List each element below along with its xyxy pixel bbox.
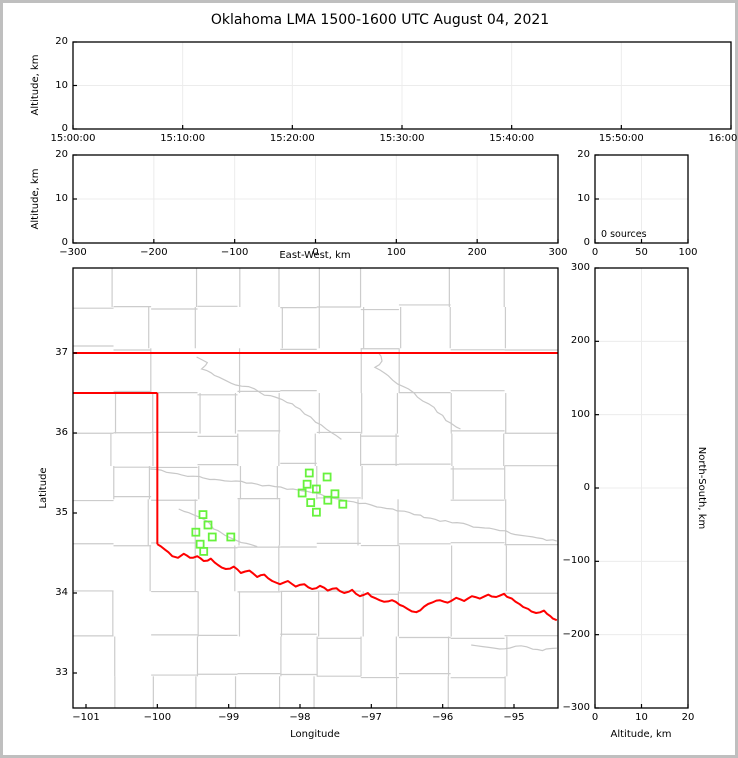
lightning-source-marker	[312, 507, 321, 517]
state-border-line	[156, 543, 558, 622]
river-line	[373, 352, 461, 430]
lightning-source-marker	[322, 472, 332, 482]
northsouth-altitude-ytick: −200	[562, 628, 590, 640]
time-altitude-xtick: 15:20:00	[269, 133, 315, 144]
time-altitude-xtick: 15:40:00	[489, 133, 535, 144]
lightning-source-marker	[312, 484, 321, 494]
eastwest-altitude-ytick: 20	[55, 149, 68, 160]
map-xtick: −99	[218, 712, 240, 723]
eastwest-altitude-xtick: 0	[312, 247, 319, 258]
map-ylabel: Latitude	[38, 467, 49, 509]
panel-frame	[72, 154, 559, 244]
river-line	[471, 644, 557, 652]
map-ytick: 36	[55, 427, 68, 438]
map-xtick: −101	[72, 712, 100, 723]
time-altitude-ylabel: Altitude, km	[30, 54, 41, 116]
panel-frame	[72, 41, 732, 130]
river-line	[196, 356, 342, 440]
map-xlabel: Longitude	[290, 729, 340, 740]
altitude-histogram-xtick: 100	[678, 247, 698, 258]
time-altitude-ytick: 0	[61, 123, 68, 134]
ns-altitude-xlabel: Altitude, km	[610, 729, 672, 740]
northsouth-altitude-ytick: 300	[570, 262, 590, 273]
northsouth-altitude-ytick: −300	[562, 702, 590, 713]
map-xtick: −98	[289, 712, 311, 723]
map-xtick: −97	[360, 712, 382, 723]
river-line	[178, 508, 258, 548]
lightning-source-marker	[330, 489, 340, 499]
eastwest-altitude-xtick: −100	[220, 247, 249, 258]
map-ytick: 34	[55, 587, 68, 598]
eastwest-altitude-xtick: 300	[548, 247, 568, 258]
eastwest-altitude-ytick: 10	[55, 193, 68, 204]
northsouth-altitude-xtick: 10	[635, 712, 648, 723]
lightning-source-marker	[304, 468, 314, 478]
lightning-source-marker	[306, 498, 316, 508]
time-altitude-xtick: 15:00:00	[50, 133, 96, 144]
panel-frame	[594, 154, 689, 244]
lightning-source-marker	[198, 510, 208, 520]
time-altitude-xtick: 15:10:00	[160, 133, 206, 144]
eastwest-altitude-xtick: 200	[467, 247, 487, 258]
lightning-source-marker	[297, 488, 307, 498]
time-altitude-ytick: 20	[55, 36, 68, 47]
map-ytick: 33	[55, 667, 68, 678]
eastwest-altitude-xtick: −200	[140, 247, 168, 258]
eastwest-altitude-ytick: 0	[61, 237, 68, 248]
lightning-source-marker	[338, 499, 348, 509]
panel-frame	[594, 267, 689, 709]
time-altitude-xtick: 15:50:00	[598, 133, 644, 144]
panel-frame	[72, 267, 559, 709]
time-altitude-ytick: 10	[55, 79, 68, 91]
altitude-histogram-ytick: 0	[583, 237, 590, 248]
altitude-histogram-ytick: 20	[577, 149, 590, 160]
northsouth-altitude-ytick: 0	[583, 482, 590, 493]
eastwest-altitude-xtick: 100	[386, 247, 406, 258]
northsouth-altitude-ytick: 200	[570, 335, 590, 347]
altitude-histogram-ytick: 10	[577, 193, 590, 204]
altitude-histogram-xtick: 50	[635, 247, 648, 258]
figure-title: Oklahoma LMA 1500-1600 UTC August 04, 20…	[210, 12, 550, 28]
altitude-histogram-xtick: 0	[591, 247, 599, 258]
lightning-source-marker	[207, 532, 217, 542]
river-line	[150, 468, 557, 542]
lightning-source-marker	[323, 495, 333, 505]
map-xtick: −95	[503, 712, 525, 723]
ns-altitude-ylabel: North-South, km	[696, 446, 707, 530]
lightning-source-marker	[199, 547, 209, 556]
map-xtick: −100	[143, 712, 172, 723]
ew-altitude-ylabel: Altitude, km	[30, 168, 41, 230]
lightning-source-marker	[302, 479, 312, 489]
northsouth-altitude-xtick: 0	[591, 712, 599, 723]
map-xtick: −96	[432, 712, 454, 723]
map-ytick: 37	[55, 347, 68, 358]
time-altitude-xtick: 15:30:00	[379, 133, 425, 144]
northsouth-altitude-ytick: −100	[562, 555, 590, 567]
northsouth-altitude-xtick: 20	[681, 712, 695, 723]
time-altitude-xtick: 16:00:00	[708, 133, 738, 144]
eastwest-altitude-xtick: −300	[59, 247, 87, 258]
lightning-source-marker	[226, 532, 236, 542]
lightning-source-marker	[195, 539, 205, 549]
map-ytick: 35	[55, 507, 68, 518]
lightning-source-marker	[203, 520, 213, 530]
ew-altitude-xlabel: East-West, km	[279, 250, 351, 261]
lightning-source-marker	[191, 527, 201, 537]
sources-count-annotation: 0 sources	[601, 229, 647, 240]
northsouth-altitude-ytick: 100	[570, 408, 590, 420]
